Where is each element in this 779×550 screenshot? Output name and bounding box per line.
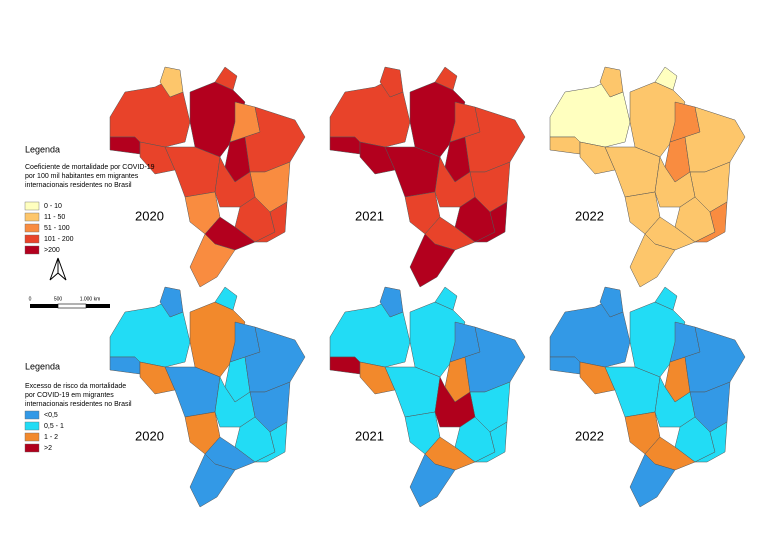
map-year: 2021 xyxy=(355,208,384,223)
state xyxy=(159,66,184,98)
legend-description: por COVID-19 em migrantes xyxy=(25,392,114,399)
map-year: 2020 xyxy=(135,208,164,223)
state xyxy=(384,366,441,418)
state xyxy=(549,136,581,155)
legend-description: internacionais residentes no Brasil xyxy=(25,182,132,189)
scale-bar: 0 500 1.000 km xyxy=(29,296,110,309)
state xyxy=(599,66,624,98)
state xyxy=(654,286,678,311)
legend-swatch xyxy=(24,410,40,420)
legend-swatch xyxy=(24,421,40,431)
legend-title: Legenda xyxy=(25,361,60,371)
state xyxy=(474,201,508,243)
legend-description: Excesso de risco da mortalidade xyxy=(25,383,126,390)
state xyxy=(604,146,661,198)
state xyxy=(629,233,676,288)
state xyxy=(629,453,676,508)
legend-label: >200 xyxy=(44,247,60,254)
legend-swatch xyxy=(24,212,40,222)
maps xyxy=(109,66,746,508)
state xyxy=(189,233,236,288)
state xyxy=(384,146,441,198)
legend: <0,5 0,5 - 1 1 - 2 >2 xyxy=(24,410,64,453)
state xyxy=(434,286,458,311)
state xyxy=(694,201,728,243)
legend-label: 1 - 2 xyxy=(44,434,58,441)
state xyxy=(329,136,361,155)
legend-swatch xyxy=(24,432,40,442)
map xyxy=(329,286,526,508)
state xyxy=(159,286,184,318)
north-arrow xyxy=(49,257,67,281)
scale-label: 500 xyxy=(54,296,63,302)
state xyxy=(694,421,728,463)
state xyxy=(254,421,288,463)
map-year: 2020 xyxy=(135,428,164,443)
map xyxy=(109,286,306,508)
state xyxy=(604,366,661,418)
scale-label: 0 xyxy=(29,296,32,302)
state xyxy=(434,66,458,91)
state xyxy=(599,286,624,318)
state xyxy=(549,356,581,375)
legend-description: Coeficiente de mortalidade por COVID-19 xyxy=(25,164,155,171)
map-year: 2022 xyxy=(575,208,604,223)
map xyxy=(329,66,526,288)
state xyxy=(474,421,508,463)
map xyxy=(549,66,746,288)
legend-swatch xyxy=(24,234,40,244)
state xyxy=(164,146,221,198)
legend-description: por 100 mil habitantes em migrantes xyxy=(25,173,139,180)
state xyxy=(254,201,288,243)
state xyxy=(214,66,238,91)
state xyxy=(214,286,238,311)
legend-description: internacionais residentes no Brasil xyxy=(25,401,132,408)
legend-label: 0 - 10 xyxy=(44,203,62,210)
scale-label: 1.000 km xyxy=(80,296,101,302)
state xyxy=(654,66,678,91)
legend-swatch xyxy=(24,223,40,233)
state xyxy=(164,366,221,418)
map xyxy=(549,286,746,508)
state xyxy=(189,453,236,508)
map-year: 2022 xyxy=(575,428,604,443)
state xyxy=(409,233,456,288)
legend-label: 11 - 50 xyxy=(44,214,65,221)
state xyxy=(109,356,141,375)
legend-title: Legenda xyxy=(25,144,60,154)
state xyxy=(109,136,141,155)
legend-label: >2 xyxy=(44,445,52,452)
state xyxy=(409,453,456,508)
legend-swatch xyxy=(24,443,40,453)
legend-swatch xyxy=(24,201,40,211)
map-year: 2021 xyxy=(355,428,384,443)
state xyxy=(379,286,404,318)
legend-label: 101 - 200 xyxy=(44,236,74,243)
legend-label: <0,5 xyxy=(44,412,58,419)
legend-label: 0,5 - 1 xyxy=(44,423,64,430)
legend: 0 - 10 11 - 50 51 - 100 101 - 200 >200 xyxy=(24,201,74,255)
state xyxy=(329,356,361,375)
state xyxy=(379,66,404,98)
legend-label: 51 - 100 xyxy=(44,225,70,232)
legend-swatch xyxy=(24,245,40,255)
map xyxy=(109,66,306,288)
